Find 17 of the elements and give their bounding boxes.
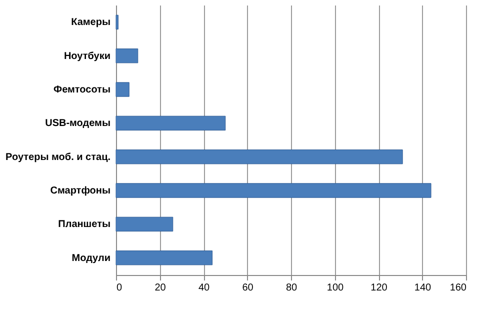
x-tick-label: 100	[326, 282, 344, 294]
x-tick-label: 160	[450, 282, 467, 294]
y-tick-label: Планшеты	[58, 219, 110, 230]
y-tick-label: USB-модемы	[45, 118, 110, 130]
x-tick-label: 80	[286, 282, 298, 294]
y-tick-label: Фемтосоты	[54, 84, 110, 96]
x-tick-label: 60	[242, 282, 254, 294]
x-tick-label: 140	[414, 282, 432, 294]
y-tick-label: Модули	[72, 252, 110, 264]
x-tick-label: 40	[198, 282, 210, 294]
x-tick-label: 20	[154, 282, 166, 294]
x-tick-label: 0	[116, 282, 122, 294]
y-tick-label: Роутеры моб. и стац.	[6, 152, 111, 163]
y-tick-label: Смартфоны	[50, 186, 110, 196]
y-tick-label: Камеры	[71, 17, 110, 28]
y-tick-label: Ноутбуки	[64, 50, 110, 62]
x-tick-label: 120	[370, 282, 388, 294]
